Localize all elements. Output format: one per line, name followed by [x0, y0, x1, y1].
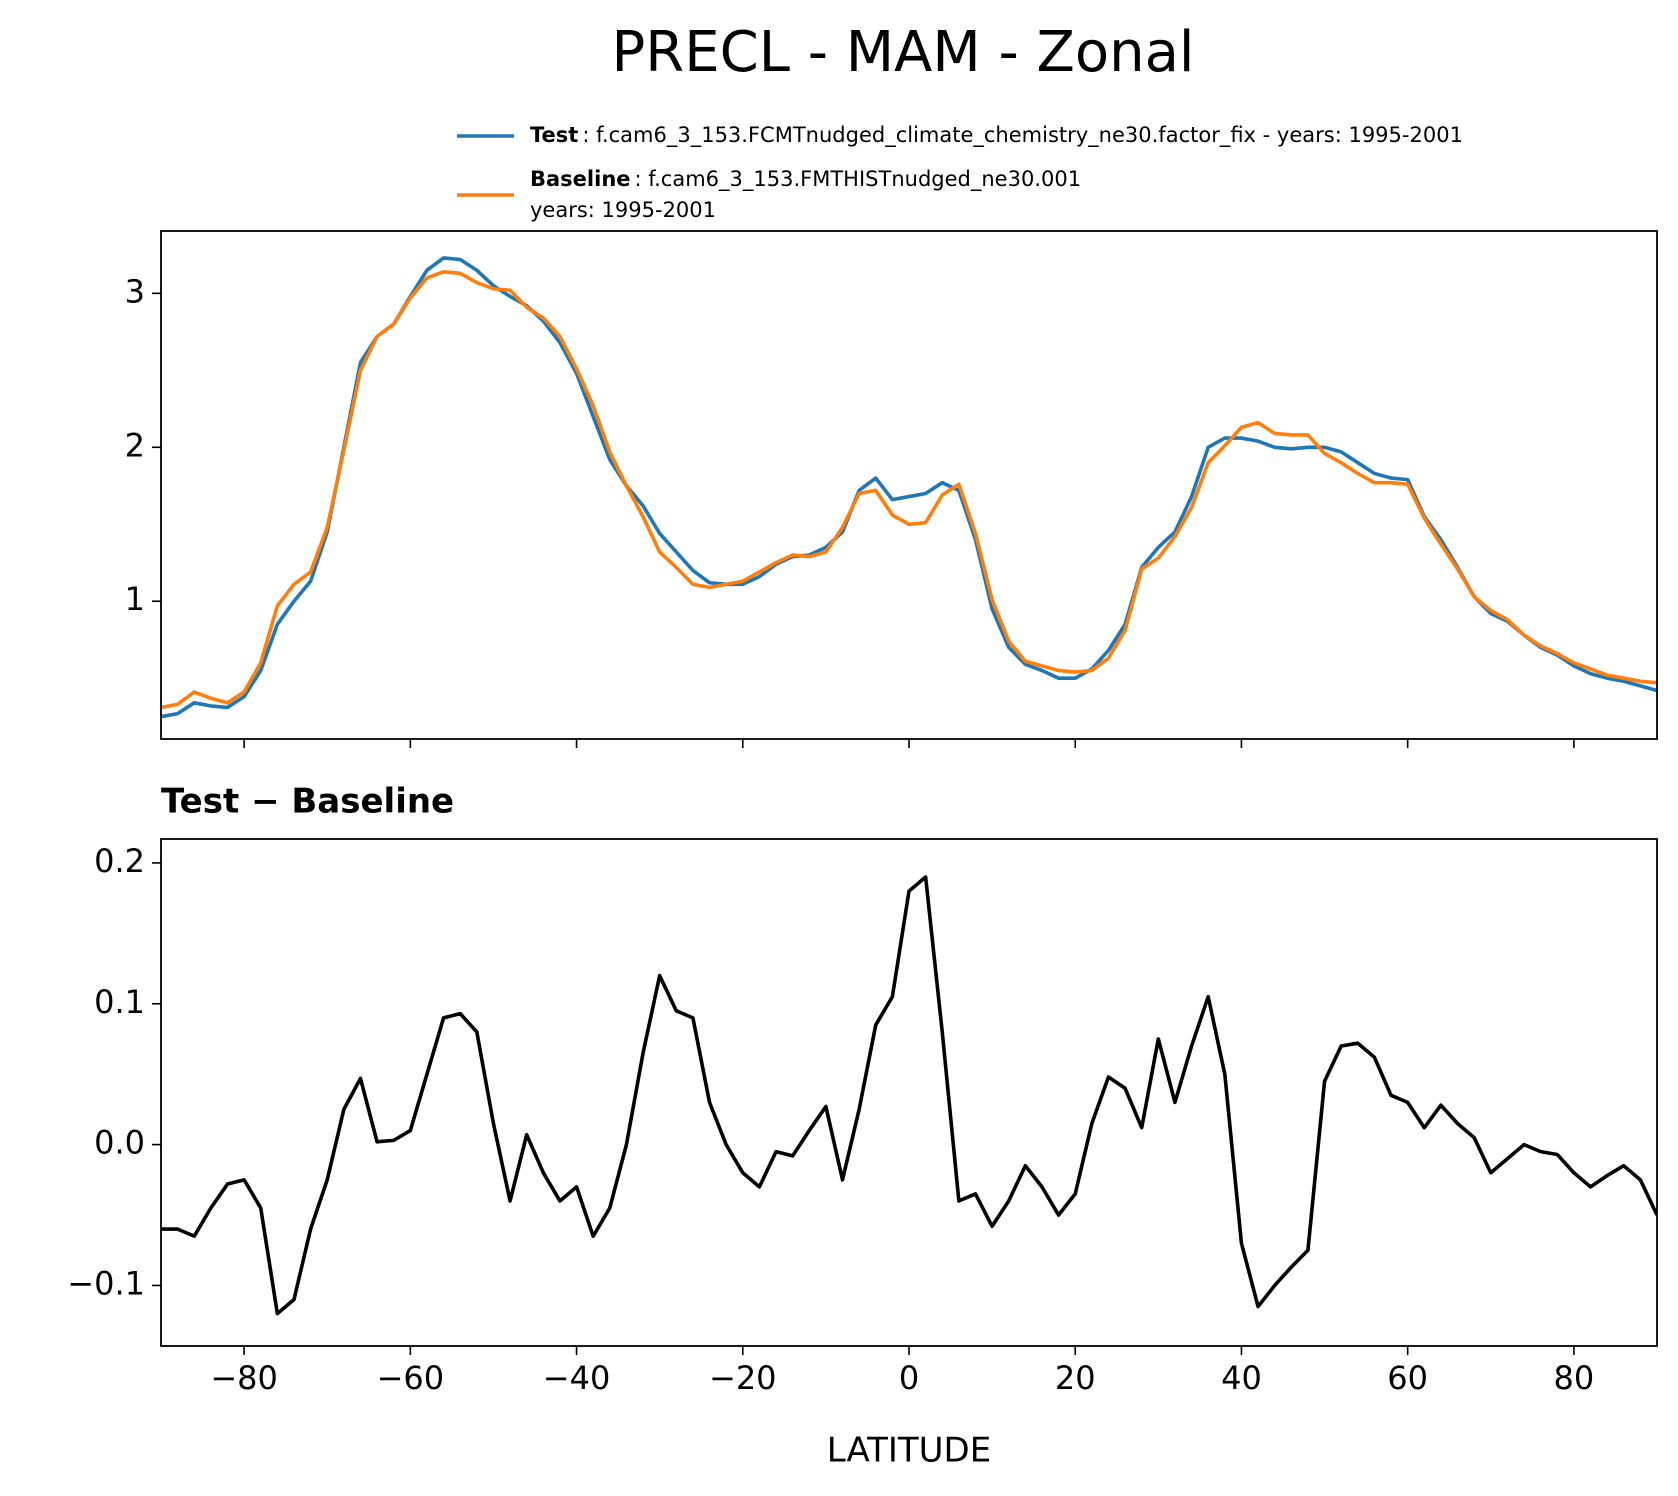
legend-name: Test: [530, 123, 578, 147]
data-line: [161, 256, 1657, 719]
y-tick-label: 1: [125, 580, 145, 618]
y-tick-label: 0.2: [94, 842, 145, 880]
y-tick-label: 0.1: [94, 983, 145, 1021]
x-tick-label: −80: [210, 1359, 278, 1397]
x-tick-label: 40: [1221, 1359, 1262, 1397]
x-tick-label: 60: [1387, 1359, 1428, 1397]
x-tick-label: 80: [1554, 1359, 1595, 1397]
legend-entry: Baseline: f.cam6_3_153.FMTHISTnudged_ne3…: [530, 167, 1081, 192]
legend-name: Baseline: [530, 167, 631, 191]
y-tick-label: −0.1: [67, 1264, 145, 1302]
data-line: [161, 269, 1657, 710]
legend-entry: Test: f.cam6_3_153.FCMTnudged_climate_ch…: [530, 123, 1463, 148]
legend-description: : f.cam6_3_153.FMTHISTnudged_ne30.001: [635, 167, 1082, 192]
x-tick-label: 20: [1055, 1359, 1096, 1397]
legend-description: : f.cam6_3_153.FCMTnudged_climate_chemis…: [582, 123, 1463, 148]
y-tick-label: 3: [125, 272, 145, 310]
x-axis-label: LATITUDE: [827, 1431, 991, 1471]
x-tick-label: −60: [377, 1359, 445, 1397]
legend-entry: years: 1995-2001: [530, 198, 716, 222]
axes-frame: [160, 230, 1658, 740]
x-tick-label: −20: [709, 1359, 777, 1397]
data-line: [161, 875, 1657, 1316]
axes-title: Test − Baseline: [161, 782, 454, 822]
y-tick-label: 0.0: [94, 1124, 145, 1162]
figure-title: PRECL - MAM - Zonal: [612, 20, 1195, 85]
legend-description: years: 1995-2001: [530, 198, 716, 222]
x-tick-label: 0: [899, 1359, 919, 1397]
axes-frame: [160, 838, 1658, 1347]
y-tick-label: 2: [125, 426, 145, 464]
x-tick-label: −40: [543, 1359, 611, 1397]
